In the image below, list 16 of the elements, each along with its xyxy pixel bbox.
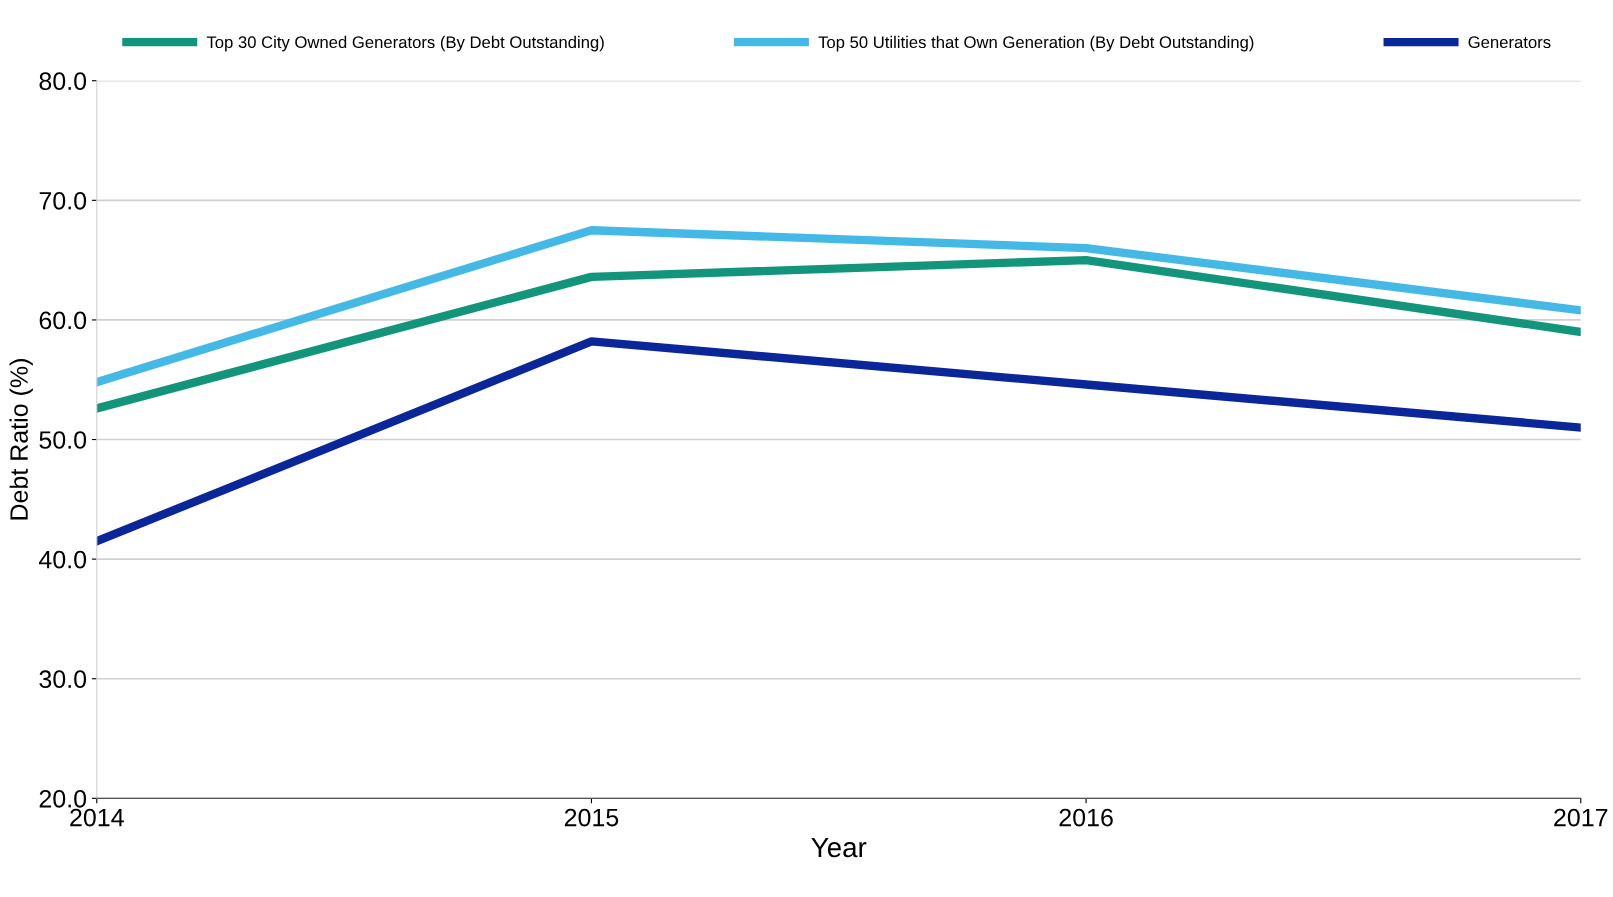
x-tick-label: 2014 xyxy=(70,808,124,827)
y-tick-label: 30.0 xyxy=(39,670,87,689)
x-axis-title: Year xyxy=(811,837,867,858)
y-tick-label: 60.0 xyxy=(39,311,87,330)
y-tick-label: 80.0 xyxy=(39,72,87,91)
y-tick-label: 20.0 xyxy=(39,789,87,808)
y-tick-label: 70.0 xyxy=(39,191,87,210)
y-axis-title: Debt Ratio (%) xyxy=(9,359,33,520)
legend-label: Top 50 Utilities that Own Generation (By Debt Outstanding) xyxy=(818,35,1254,52)
x-tick-label: 2017 xyxy=(1554,808,1608,827)
legend-label: Top 30 City Owned Generators (By Debt Outstanding) xyxy=(206,35,604,52)
legend-label: Generators xyxy=(1468,36,1551,49)
x-tick-label: 2016 xyxy=(1059,808,1113,827)
y-tick-label: 40.0 xyxy=(38,550,87,569)
y-tick-label: 50.0 xyxy=(39,431,87,449)
x-tick-label: 2015 xyxy=(564,808,619,827)
